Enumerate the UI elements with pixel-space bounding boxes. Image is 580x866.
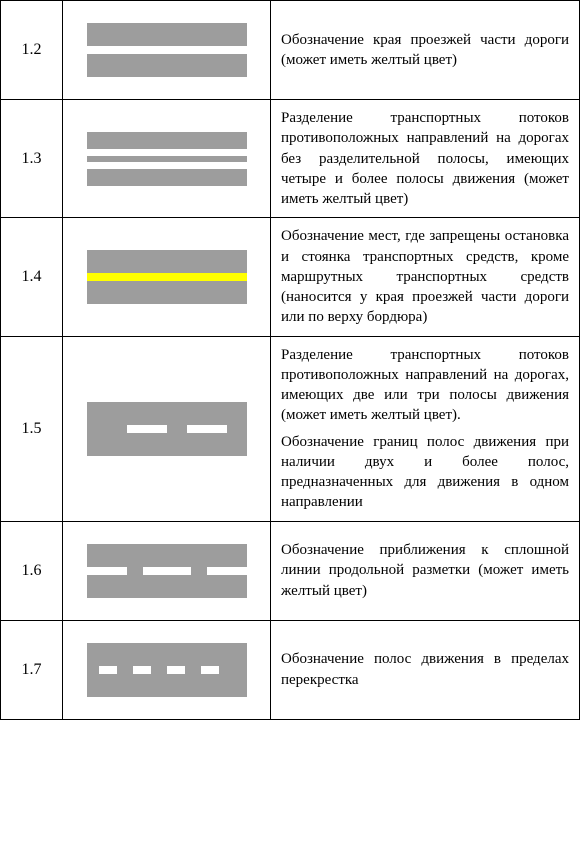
table-row: 1.4 Обозначение мест, где запрещены остан… (1, 218, 580, 336)
marking-image-cell (63, 218, 271, 336)
table-row: 1.2 Обозначение края проезжей части дорог… (1, 1, 580, 100)
marking-icon (87, 544, 247, 598)
marking-image-cell (63, 336, 271, 521)
marking-code: 1.2 (1, 1, 63, 100)
description-paragraph: Обозначение мест, где запрещены остановк… (281, 226, 569, 327)
description-paragraph: Обозначение границ полос движения при на… (281, 432, 569, 513)
table-row: 1.5 Разделение транспортных потоков проти… (1, 336, 580, 521)
description-paragraph: Обозначение края проезжей части дороги (… (281, 30, 569, 71)
marking-code: 1.5 (1, 336, 63, 521)
table-body: 1.2 Обозначение края проезжей части дорог… (1, 1, 580, 720)
marking-code: 1.6 (1, 521, 63, 620)
marking-description: Разделение транспортных потоков противоп… (271, 100, 580, 218)
marking-icon (87, 643, 247, 697)
description-paragraph: Обозначение полос движения в пределах пе… (281, 649, 569, 690)
marking-image-cell (63, 521, 271, 620)
marking-code: 1.3 (1, 100, 63, 218)
table-row: 1.6 Обозначение приближения к сплошной ли… (1, 521, 580, 620)
table-row: 1.7 Обозначение полос движения в пределах… (1, 620, 580, 719)
marking-code: 1.7 (1, 620, 63, 719)
description-paragraph: Обозначение приближения к сплошной линии… (281, 540, 569, 601)
marking-icon (87, 132, 247, 186)
marking-description: Обозначение приближения к сплошной линии… (271, 521, 580, 620)
marking-code: 1.4 (1, 218, 63, 336)
marking-image-cell (63, 620, 271, 719)
marking-description: Обозначение полос движения в пределах пе… (271, 620, 580, 719)
marking-image-cell (63, 100, 271, 218)
marking-description: Обозначение края проезжей части дороги (… (271, 1, 580, 100)
marking-icon (87, 250, 247, 304)
marking-description: Обозначение мест, где запрещены остановк… (271, 218, 580, 336)
marking-description: Разделение транспортных потоков противоп… (271, 336, 580, 521)
marking-icon (87, 402, 247, 456)
table-row: 1.3 Разделение транспортных потоков проти… (1, 100, 580, 218)
road-markings-table: 1.2 Обозначение края проезжей части дорог… (0, 0, 580, 720)
marking-icon (87, 23, 247, 77)
description-paragraph: Разделение транспортных потоков противоп… (281, 108, 569, 209)
marking-image-cell (63, 1, 271, 100)
description-paragraph: Разделение транспортных потоков противоп… (281, 345, 569, 426)
